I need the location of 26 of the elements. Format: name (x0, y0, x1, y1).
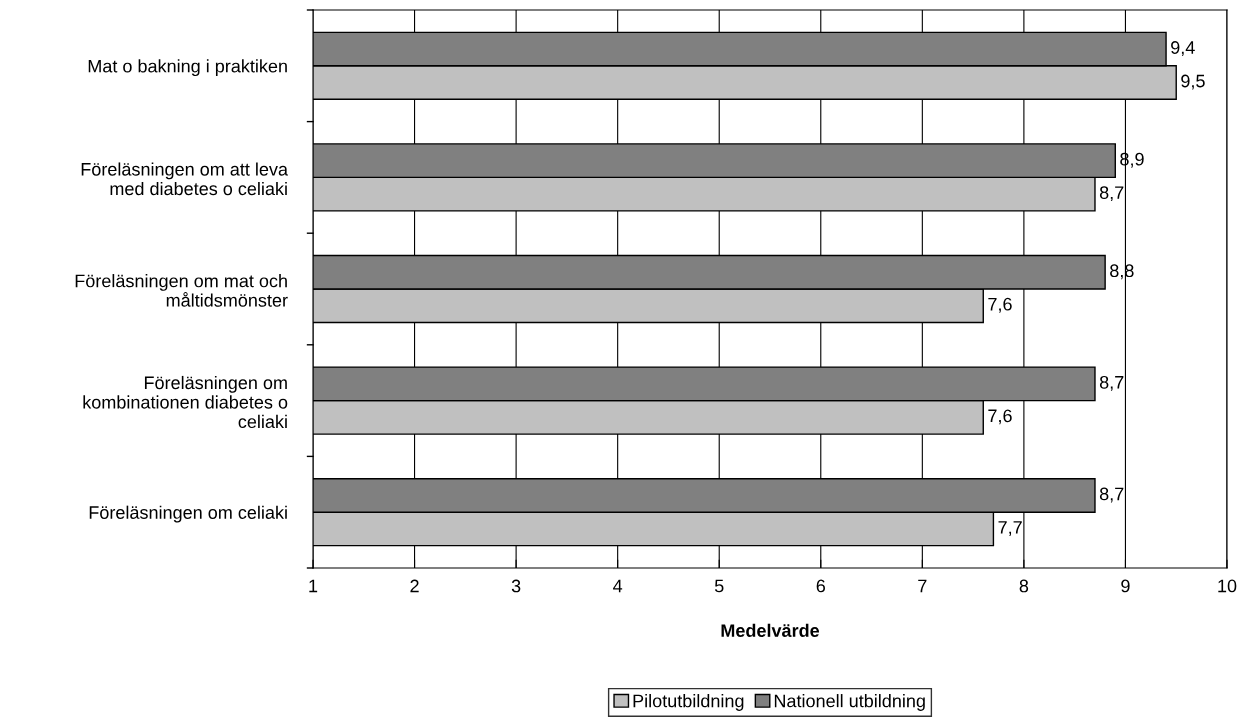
y-tick-label: Föreläsningen om att leva med diabetes o celiaki (81, 162, 289, 196)
x-tick-label: 3 (511, 579, 521, 593)
data-label: 7,6 (988, 297, 1012, 313)
data-label: 8,7 (1099, 375, 1124, 391)
legend-label: Pilotutbildning (633, 694, 744, 711)
x-axis-title: Medelvärde (721, 623, 820, 637)
x-tick-label: 6 (816, 579, 826, 593)
x-tick-label: 8 (1019, 579, 1029, 593)
x-tick-label: 5 (714, 579, 724, 593)
y-tick-label: Föreläsningen om mat och måltidsmönster (75, 274, 288, 307)
data-label: 8,7 (1099, 487, 1124, 503)
x-tick-label: 9 (1121, 579, 1130, 593)
data-label: 7,6 (988, 409, 1012, 425)
x-tick-label: 10 (1218, 579, 1237, 593)
legend-label: Nationell utbildning (774, 694, 925, 711)
data-label: 7,7 (998, 521, 1022, 536)
y-tick-label: Föreläsningen om celiaki (89, 505, 287, 523)
x-tick-label: 4 (613, 579, 623, 593)
y-tick-label: Mat o bakning i praktiken (88, 59, 287, 77)
data-label: 9,5 (1181, 74, 1205, 90)
data-label: 9,4 (1171, 41, 1195, 57)
x-tick-label: 7 (918, 579, 927, 593)
x-tick-label: 1 (309, 579, 318, 593)
data-label: 8,7 (1099, 186, 1124, 202)
x-tick-label: 2 (410, 579, 419, 593)
y-tick-label: Föreläsningen om kombinationen diabetes o celiaki (83, 375, 288, 429)
